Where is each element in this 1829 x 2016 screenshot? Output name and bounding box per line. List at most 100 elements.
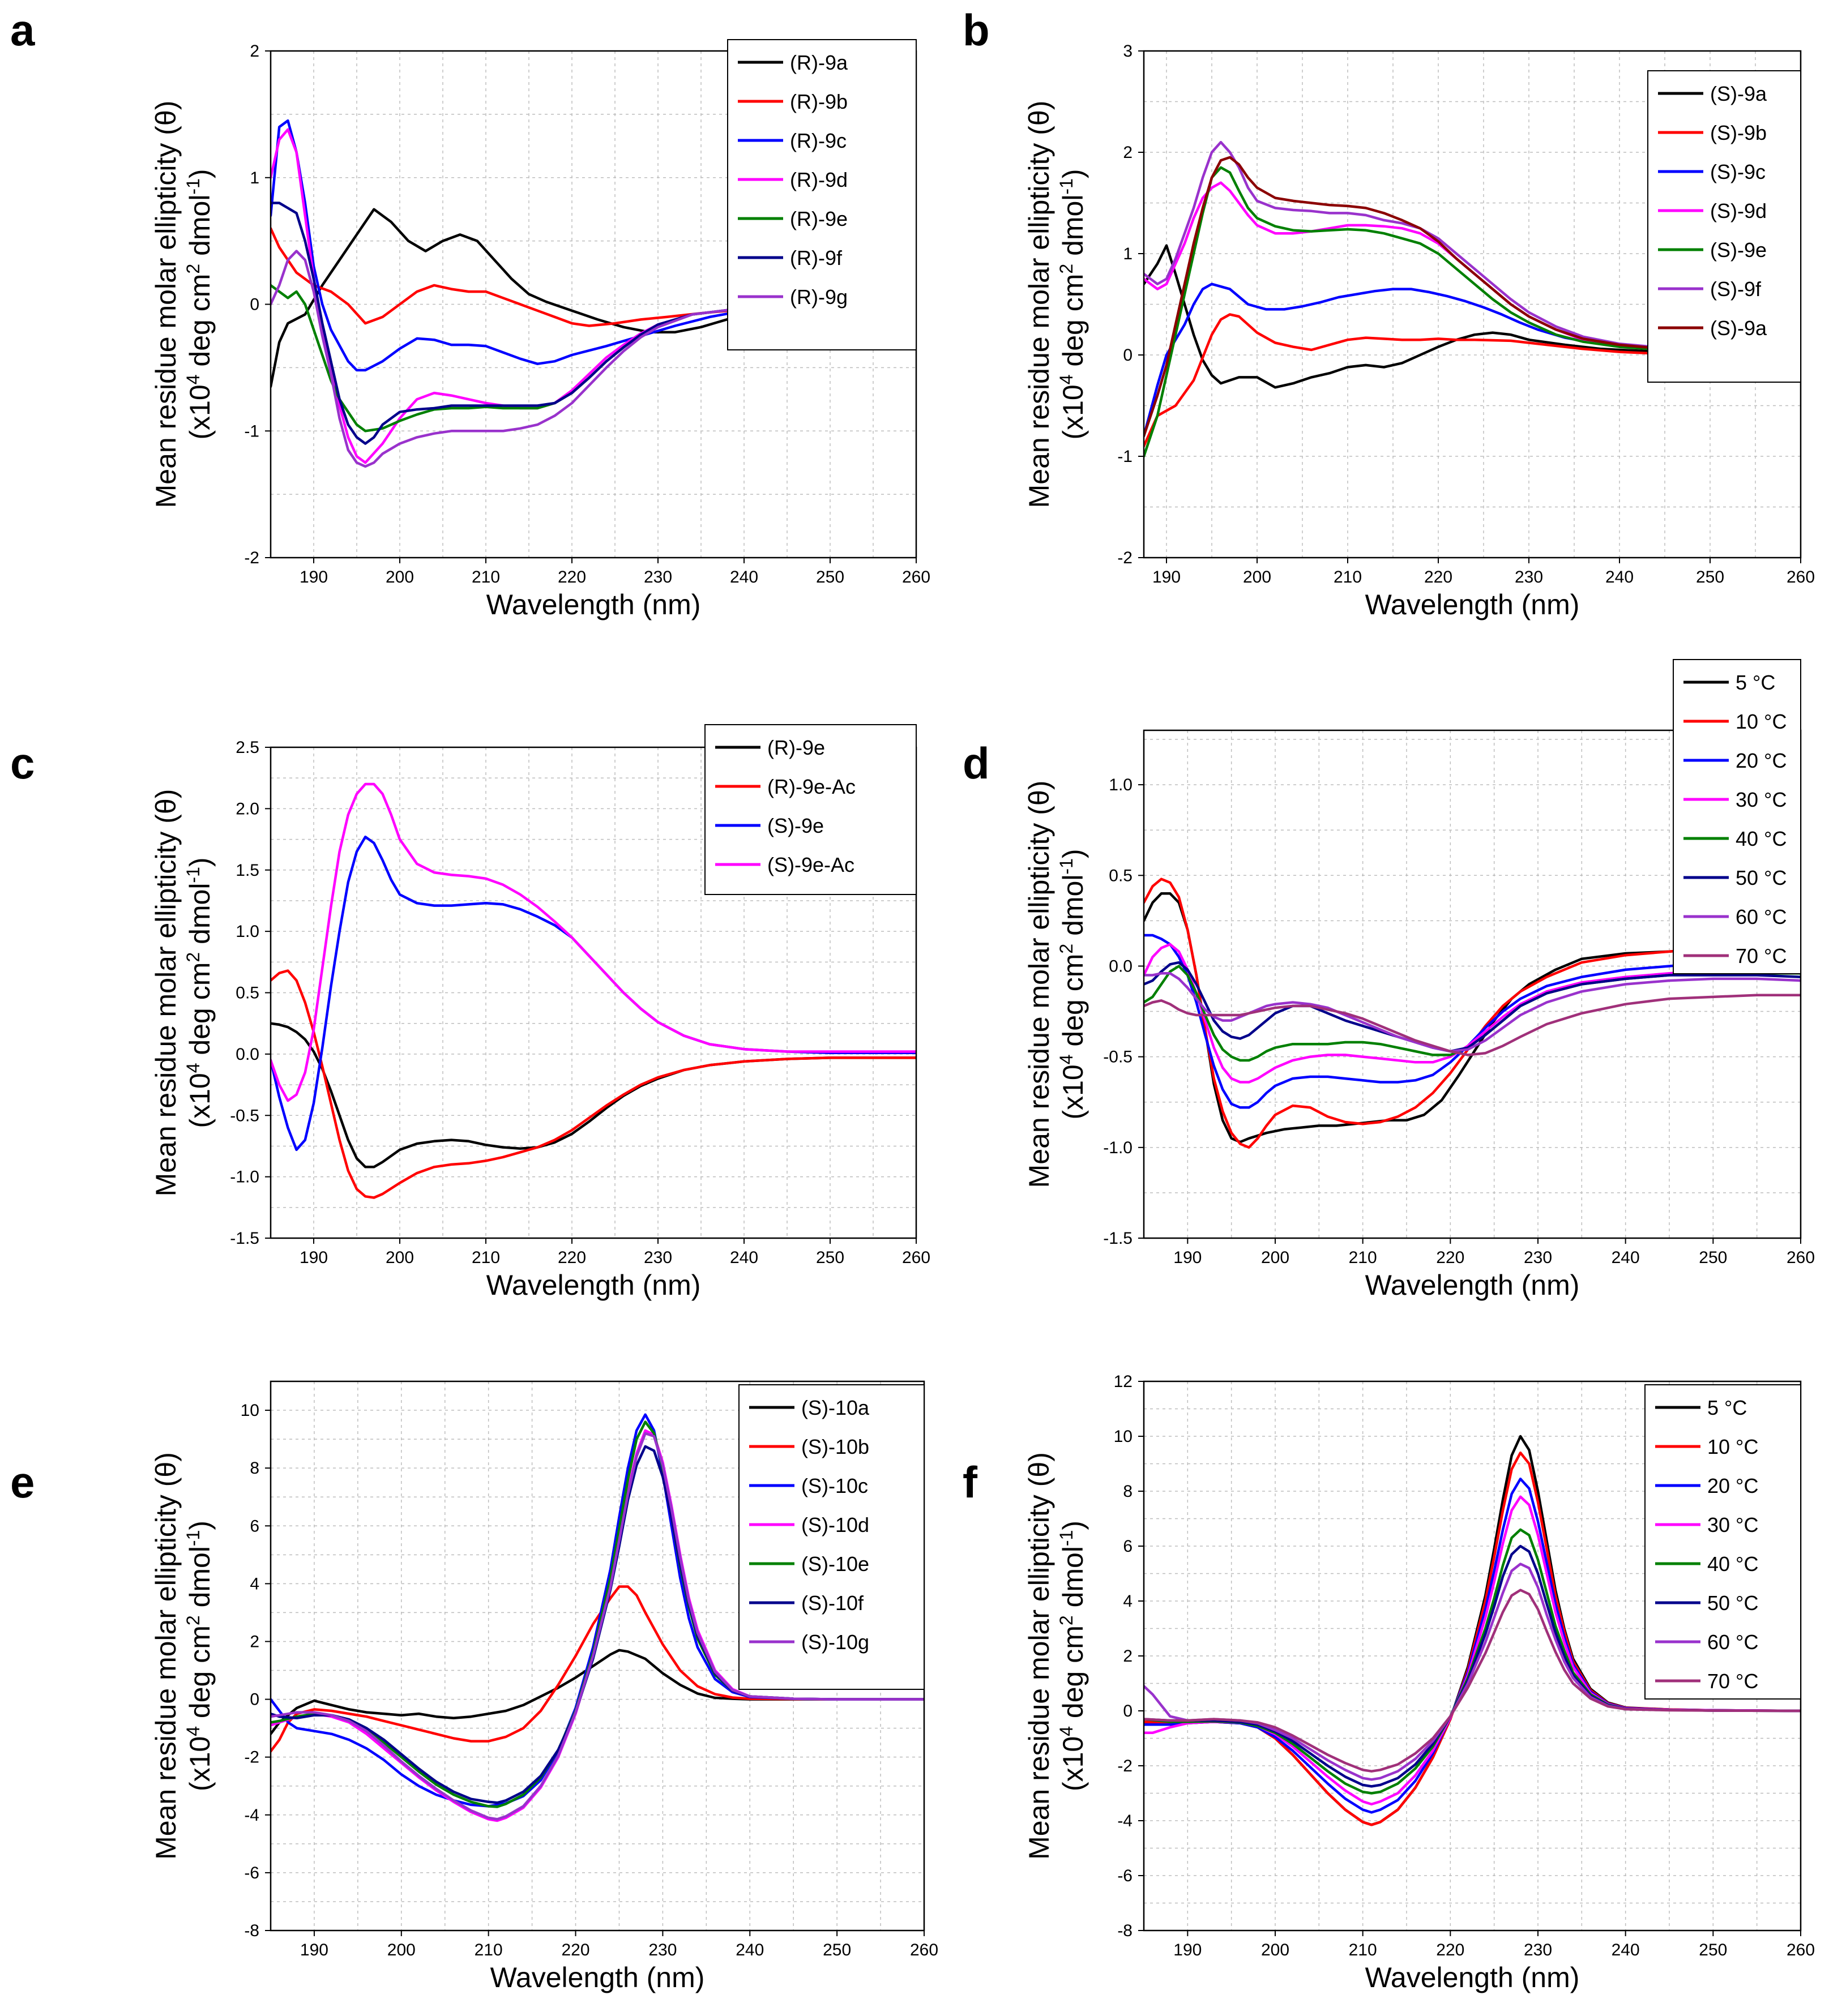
series-line-20-c [1144,934,1801,1109]
x-tick-label: 240 [1612,1248,1640,1267]
x-tick-label: 200 [386,1248,414,1267]
chart-panel-c: 190 200 210 220 230 240 250 260 -1.5 -1.0 -0.5 0.0 0… [150,724,930,1301]
x-tick-label: 250 [816,1248,844,1267]
x-tick-label: 240 [730,1248,758,1267]
legend: (R)-9e (R)-9e-Ac (S)-9e (S)-9e-Ac [704,724,917,895]
series-line--r-9a [271,208,916,388]
legend-label: (S)-9f [1710,277,1762,301]
y-tick-label: 4 [250,1574,259,1593]
x-tick-label: 190 [300,1941,328,1959]
y-tick-label: 0.0 [236,1045,259,1064]
x-tick-label: 230 [1515,568,1543,587]
y-tick-label: 0 [250,296,259,314]
x-tick-label: 210 [472,568,500,587]
x-tick-label: 250 [1699,1248,1727,1267]
legend-box [727,39,917,350]
series-group [1144,878,1801,1149]
legend-label: 20 °C [1736,749,1787,772]
x-tick-label: 260 [1787,1941,1815,1959]
series-line-10-c [1144,878,1801,1149]
legend-label: 60 °C [1736,905,1787,928]
series-line--s-10b [271,1585,924,1753]
panel-label-e: e [10,1457,35,1507]
x-tick-label: 220 [1436,1248,1464,1267]
x-tick-label: 240 [1612,1941,1640,1959]
plot-frame [1143,729,1802,1239]
series-line--r-9e [271,1022,916,1168]
x-axis-title: Wavelength (nm) [1365,589,1580,620]
legend: (R)-9a (R)-9b (R)-9c (R)-9d (R)-9e (R)-9f (R)-… [727,39,917,350]
x-tick-label: 230 [1524,1941,1552,1959]
y-axis-title-line2: (x104 deg cm2 dmol-1) [1056,849,1089,1119]
legend-box [704,724,917,895]
x-tick-label: 220 [1436,1941,1464,1959]
legend-label: 40 °C [1707,1552,1758,1576]
x-tick-label: 210 [1349,1248,1377,1267]
y-tick-label: -4 [1117,1812,1133,1830]
y-tick-label: 8 [1123,1482,1133,1501]
x-tick-label: 230 [644,1248,672,1267]
x-tick-label: 210 [475,1941,503,1959]
x-tick-label: 250 [1696,568,1724,587]
legend-label: (R)-9e [767,736,825,759]
legend: 5 °C 10 °C 20 °C 30 °C 40 °C 50 °C 60 °C 70 °C [1673,659,1801,974]
series-line--s-10g [271,1432,924,1821]
x-tick-label: 250 [1699,1941,1727,1959]
y-tick-label: -6 [1117,1867,1133,1885]
series-group [1144,1435,1801,1826]
panel-label-a: a [10,5,35,55]
y-axis-title-line1: Mean residue molar ellipticity (θ) [150,1452,182,1860]
series-line--s-9a [1144,244,1801,389]
legend-label: (R)-9d [790,168,848,191]
legend-label: 70 °C [1736,944,1787,968]
y-tick-label: 4 [1123,1592,1133,1611]
y-tick-label: -1.0 [1103,1138,1133,1157]
y-tick-label: -1.5 [1103,1229,1133,1248]
y-tick-label: -8 [1117,1921,1133,1940]
legend-label: 60 °C [1707,1630,1758,1654]
series-line--r-9e-ac [271,969,916,1199]
legend-label: (S)-10g [801,1630,869,1654]
x-tick-label: 200 [387,1941,416,1959]
panel-label-b: b [963,5,990,55]
legend-label: 5 °C [1707,1396,1747,1419]
y-tick-label: -1.5 [230,1229,259,1248]
legend-label: 10 °C [1707,1435,1758,1458]
legend-label: (S)-10a [801,1396,870,1419]
panel-label-f: f [963,1457,978,1507]
y-tick-label: 1 [250,169,259,187]
series-line-60-c [1144,972,1801,1053]
legend-box [1644,1384,1801,1700]
y-tick-label: -1 [1117,447,1133,466]
series-line--s-9e [1144,166,1801,458]
legend-label: 50 °C [1736,866,1787,889]
legend-label: (S)-9e-Ac [767,853,854,876]
y-tick-label: -0.5 [230,1106,259,1125]
legend-label: (S)-10f [801,1591,864,1615]
legend-label: 40 °C [1736,827,1787,850]
y-tick-label: 2.5 [236,738,259,757]
legend-label: (R)-9f [790,246,843,269]
x-tick-label: 200 [386,568,414,587]
x-tick-label: 240 [730,568,758,587]
x-tick-label: 200 [1243,568,1271,587]
legend-label: (S)-9e [1710,238,1767,262]
legend-label: (S)-9d [1710,199,1767,222]
x-tick-label: 250 [823,1941,851,1959]
y-tick-label: 0 [250,1690,259,1709]
y-tick-label: 2.0 [236,799,259,818]
legend-label: (R)-9e [790,207,848,230]
x-tick-label: 220 [1424,568,1452,587]
legend-label: (R)-9b [790,90,848,113]
y-tick-label: 0.0 [1109,957,1133,975]
y-tick-label: -2 [1117,549,1133,567]
x-axis-title: Wavelength (nm) [486,589,701,620]
legend-label: (R)-9g [790,285,848,309]
y-tick-label: 2 [1123,143,1133,162]
legend-label: (S)-9a [1710,316,1767,340]
legend-label: (R)-9e-Ac [767,775,856,798]
y-tick-label: -6 [244,1864,259,1882]
x-tick-label: 230 [644,568,672,587]
legend-label: (S)-9b [1710,121,1767,144]
y-tick-label: 1 [1123,245,1133,263]
